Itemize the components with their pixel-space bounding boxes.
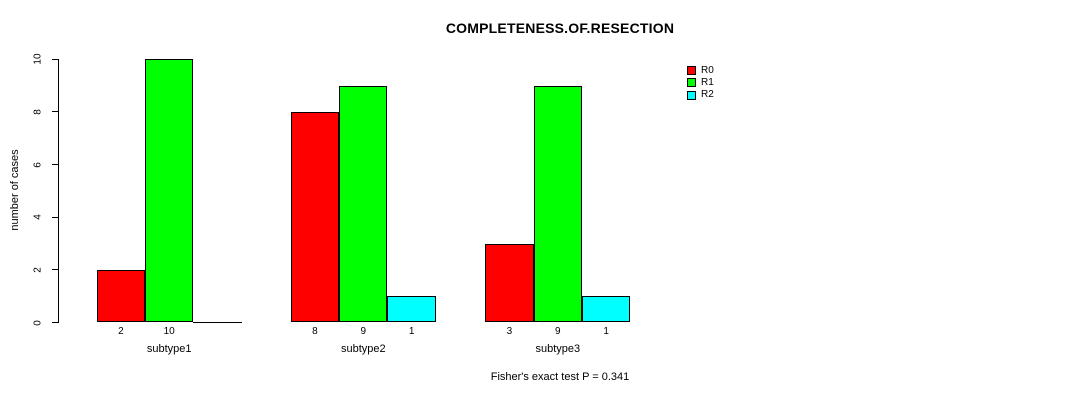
legend-item-R1: R1 [687,76,714,88]
bar-R1-subtype3 [533,85,582,323]
y-tick [51,111,59,113]
y-tick-label: 2 [32,267,43,273]
bar-value-label: 1 [603,326,609,337]
legend-label-R2: R2 [701,89,714,101]
legend: R0 R1 R2 [687,64,714,103]
y-tick [51,269,59,271]
legend-item-R2: R2 [687,89,714,101]
bar-value-label: 9 [555,326,561,337]
x-group-label-subtype1: subtype1 [146,343,192,355]
legend-item-R0: R0 [687,64,714,76]
x-group-label-subtype2: subtype2 [340,343,386,355]
bar-R0-subtype2 [290,111,340,323]
bar-R1-subtype2 [339,85,388,323]
y-tick-label: 0 [32,319,43,326]
bar-R1-subtype1 [145,59,194,323]
bar-value-label: 1 [408,326,415,337]
bar-R0-subtype3 [485,243,534,323]
bar-value-label: 9 [360,326,367,337]
bar-value-label: 2 [118,326,124,337]
bar-R2-subtype2 [387,296,436,323]
legend-label-R0: R0 [701,64,714,76]
y-tick [51,216,59,218]
annotation-text: Fisher's exact test P = 0.341 [490,371,630,383]
legend-swatch-R1 [687,78,696,88]
x-group-label-subtype3: subtype3 [535,343,581,355]
bar-R0-subtype1 [96,269,146,323]
y-tick [51,322,59,323]
bar-R2-subtype1-zero [193,321,242,323]
bar-R2-subtype3 [581,296,631,323]
y-tick-label: 6 [32,161,43,168]
bar-value-label: 8 [312,326,318,337]
legend-label-R1: R1 [701,76,714,88]
chart-title: COMPLETENESS.OF.RESECTION [445,20,675,36]
y-tick-label: 10 [32,53,43,65]
bar-value-label: 10 [163,326,175,337]
y-axis-line [58,59,59,324]
y-tick [51,164,59,166]
legend-swatch-R0 [687,66,696,75]
y-tick-label: 4 [32,214,43,220]
y-tick [51,58,59,60]
y-tick-label: 8 [32,109,43,115]
legend-swatch-R2 [687,90,696,100]
bar-value-label: 3 [506,326,513,337]
